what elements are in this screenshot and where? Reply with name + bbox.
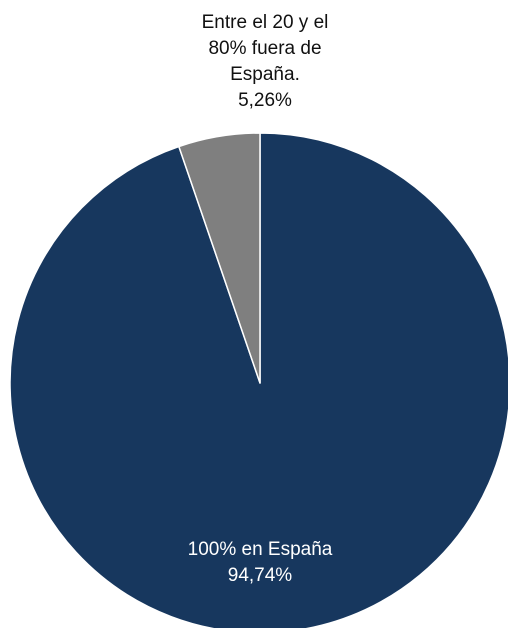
pie-slice-fuera-de-espana bbox=[178, 132, 261, 384]
slice-label-fuera-de-espana: Entre el 20 y el 80% fuera de España. 5,… bbox=[150, 10, 380, 114]
slice-value-label: 5,26% bbox=[238, 90, 292, 111]
slice-label-line: 80% fuera de bbox=[208, 38, 322, 59]
slice-category-label: 100% en España bbox=[187, 539, 333, 560]
slice-label-line: Entre el 20 y el bbox=[201, 12, 329, 33]
slice-label-line: España. bbox=[230, 64, 300, 85]
slice-label-espana: 100% en España 94,74% bbox=[120, 537, 400, 589]
slice-value-label: 94,74% bbox=[227, 565, 293, 586]
